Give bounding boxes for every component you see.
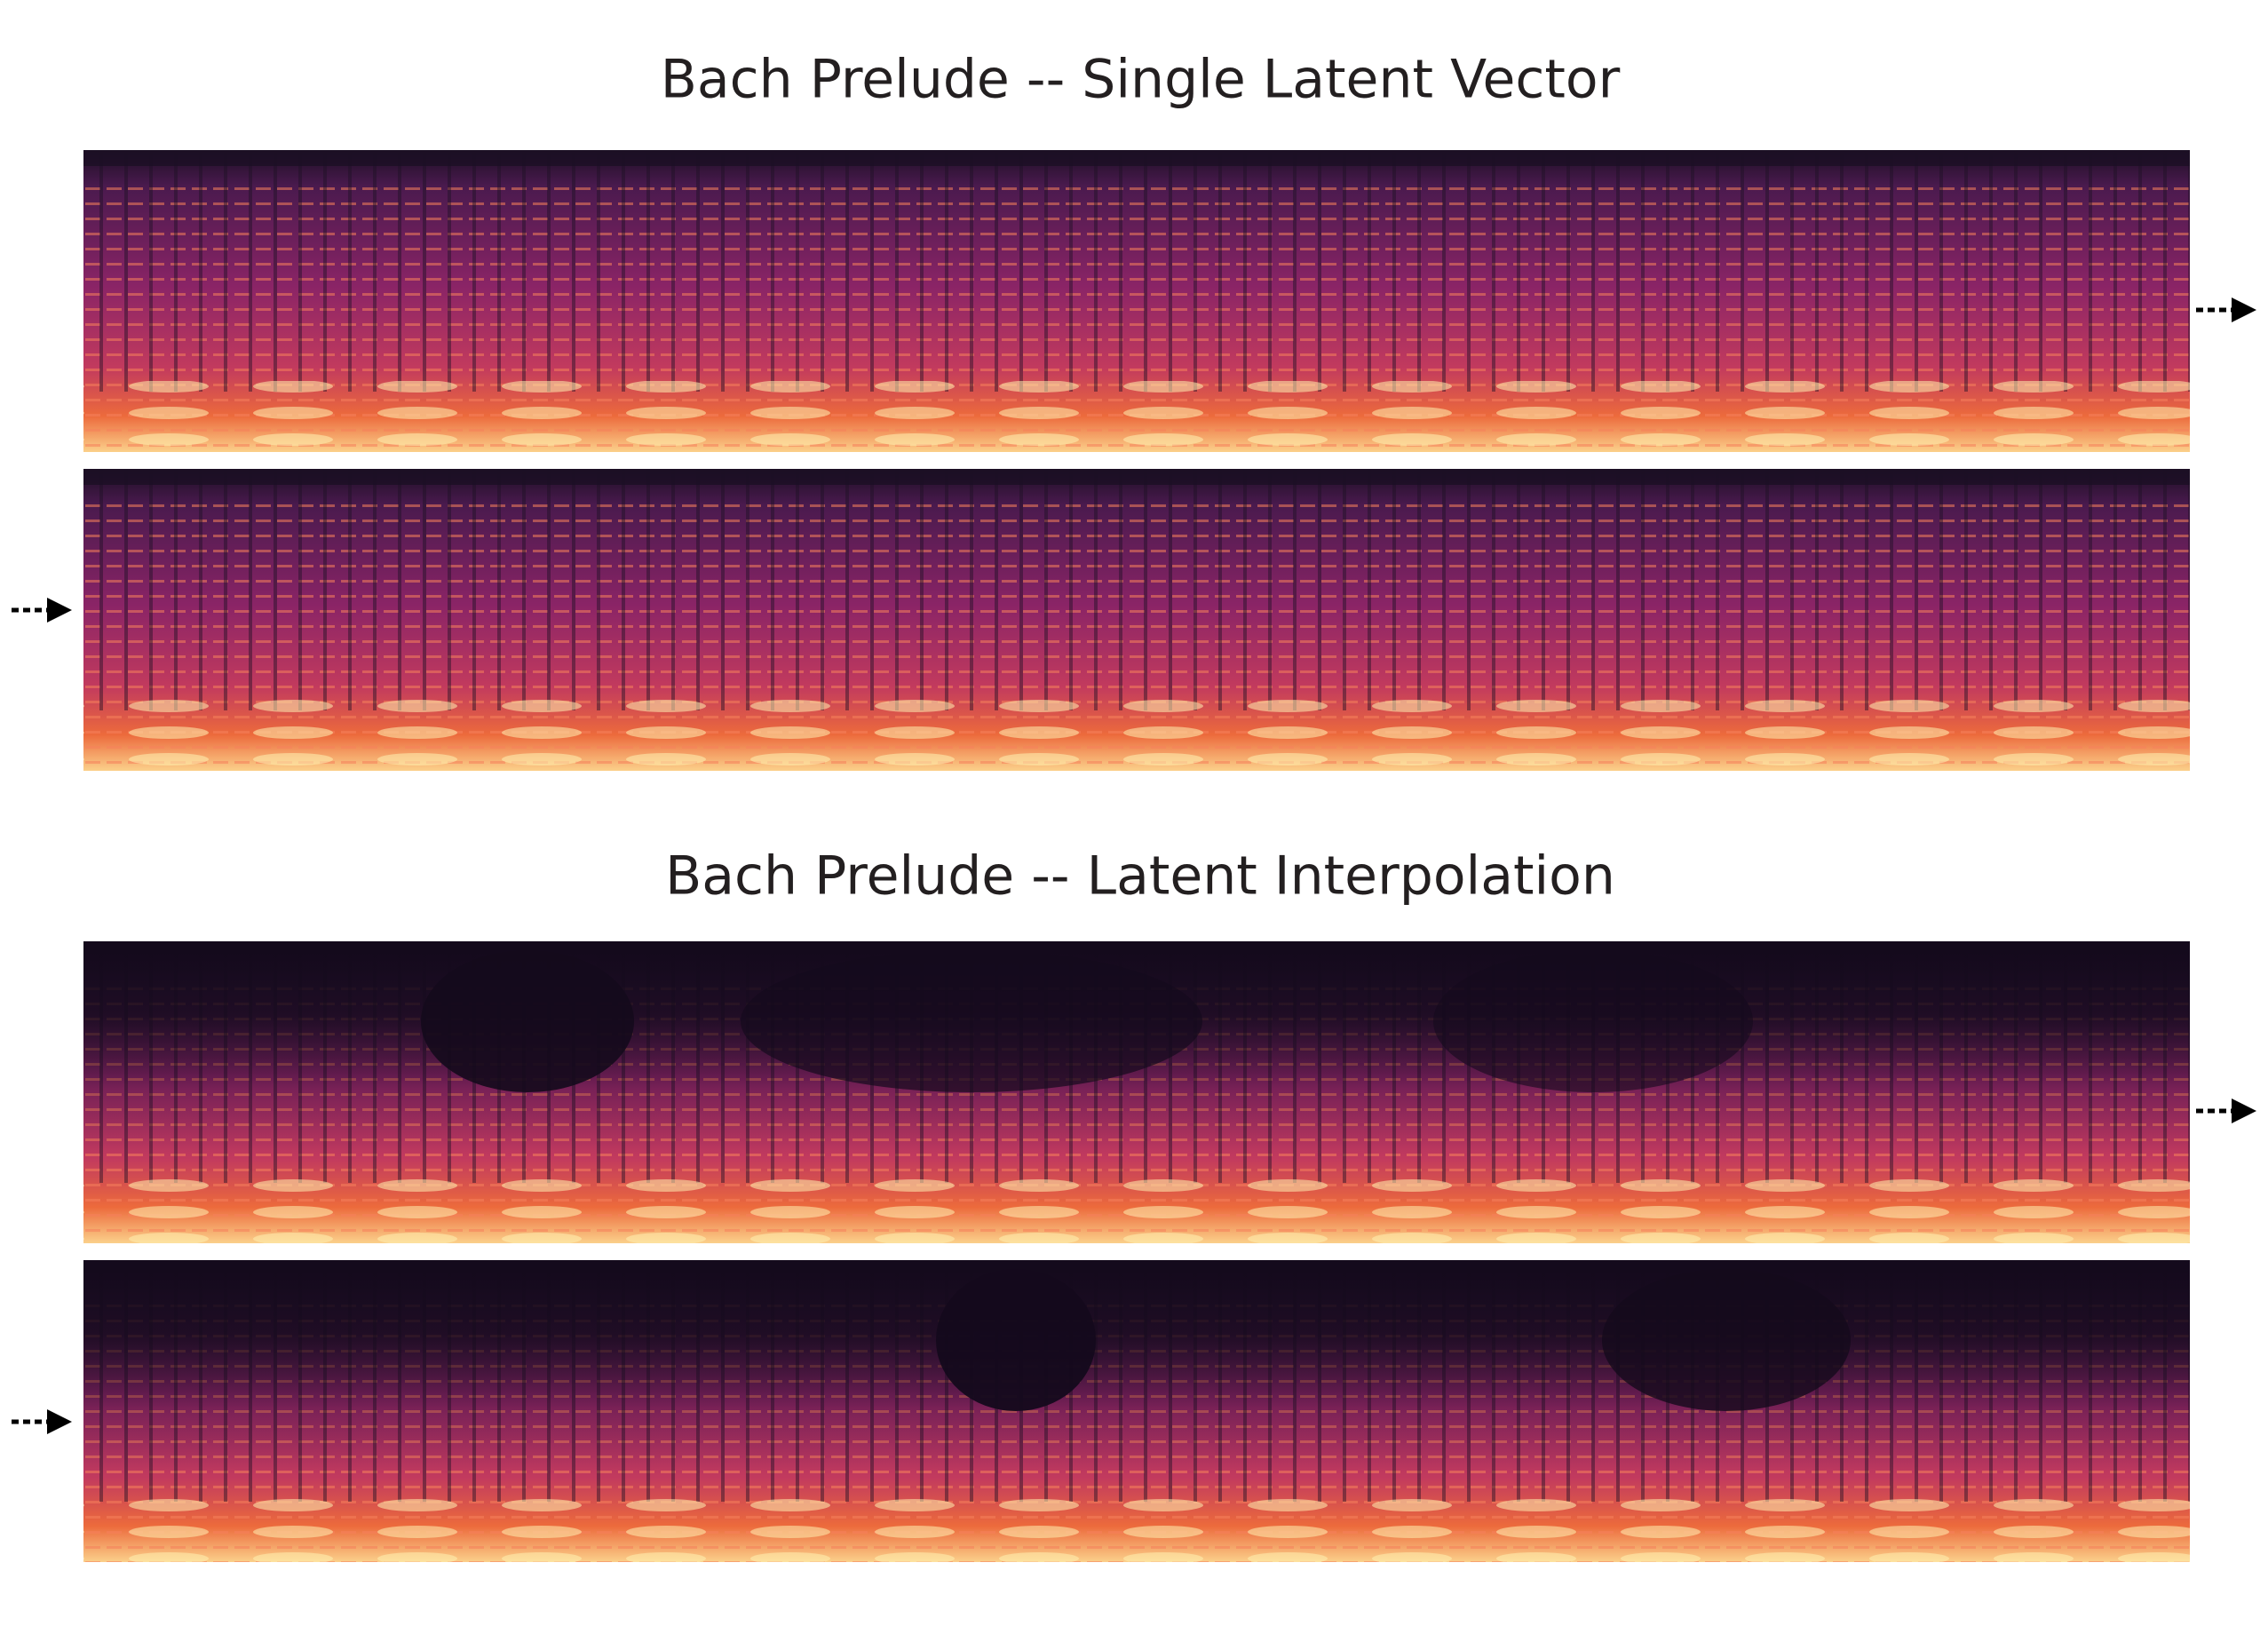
arrow-head xyxy=(47,598,72,623)
arrow-head xyxy=(2232,297,2256,322)
spectrogram-dark-region xyxy=(83,1260,2190,1471)
spectrogram-dark-patch xyxy=(1433,950,1753,1092)
spectrogram-dark-patch xyxy=(421,950,634,1092)
spectrogram-dark-patch xyxy=(936,1269,1096,1411)
spectrogram xyxy=(83,469,2190,771)
arrow xyxy=(12,598,72,623)
spectrogram-top xyxy=(83,469,2190,485)
arrow-head xyxy=(47,1409,72,1434)
spectrogram-dark-patch xyxy=(1602,1269,1851,1411)
spectrogram-dark-patch xyxy=(741,950,1202,1092)
arrow xyxy=(2196,1099,2256,1123)
spectrogram-onsets xyxy=(83,469,2190,710)
arrow xyxy=(2196,297,2256,322)
spectrogram xyxy=(83,150,2190,452)
section-title: Bach Prelude -- Latent Interpolation xyxy=(665,845,1615,908)
spectrogram-onsets xyxy=(83,150,2190,392)
spectrogram xyxy=(83,1260,2190,1562)
spectrogram xyxy=(83,941,2190,1243)
arrow-head xyxy=(2232,1099,2256,1123)
spectrogram-bass xyxy=(83,1172,2190,1243)
spectrogram-top xyxy=(83,150,2190,166)
arrow xyxy=(12,1409,72,1434)
spectrogram-bass xyxy=(83,1491,2190,1562)
spectrogram-bass xyxy=(83,381,2190,452)
spectrogram-bass xyxy=(83,700,2190,771)
section-title: Bach Prelude -- Single Latent Vector xyxy=(661,49,1621,111)
